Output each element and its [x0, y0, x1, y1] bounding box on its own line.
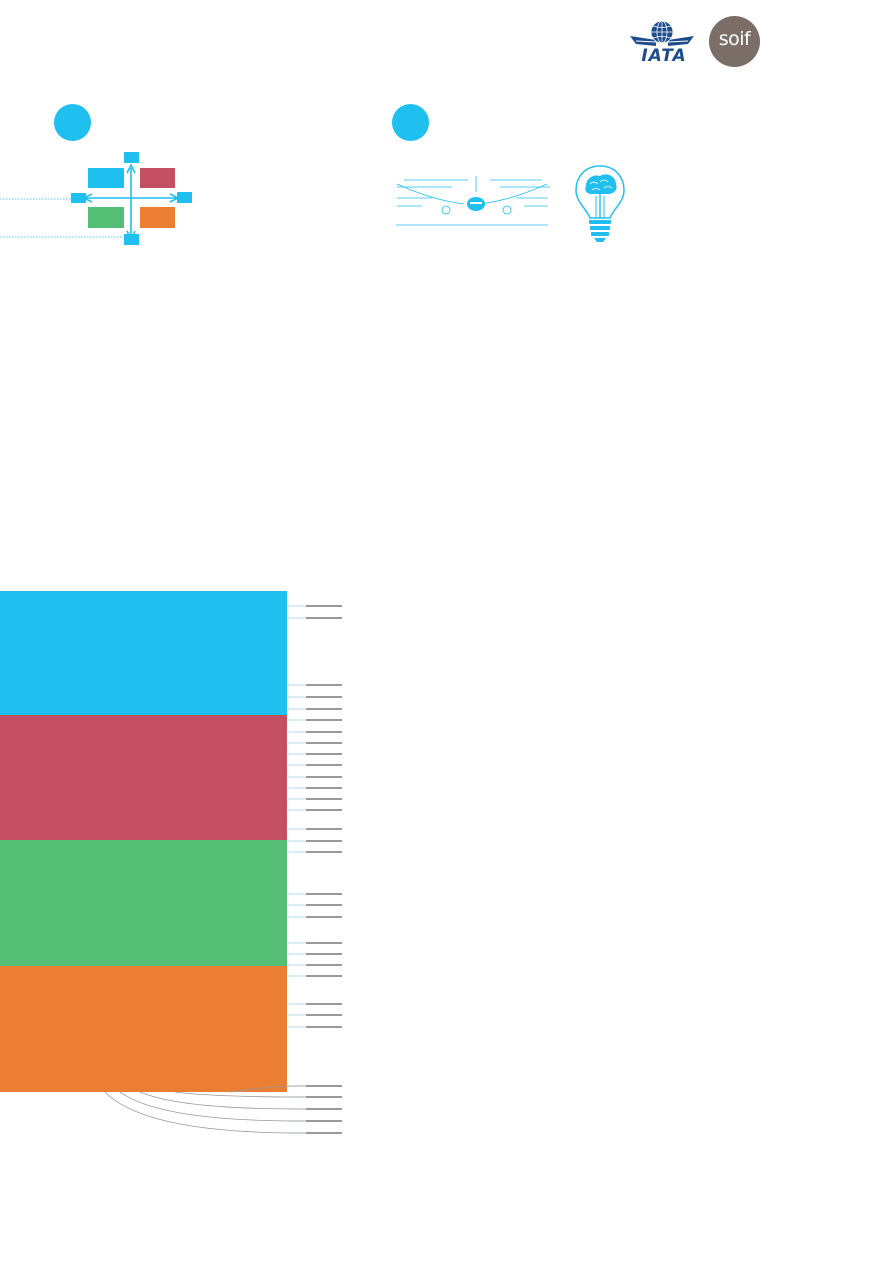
leader-lines [288, 605, 342, 1134]
band-green [0, 840, 287, 966]
soif-logo: soif [709, 16, 760, 67]
airplane-icon [396, 176, 550, 226]
category-bands [0, 591, 287, 1092]
matrix-quadrant-icon [0, 152, 192, 245]
lightbulb-brain-icon [575, 165, 625, 242]
section-2-number-circle [392, 104, 429, 141]
connector-curve [119, 1091, 306, 1122]
iata-logo-text: IATA [641, 46, 687, 66]
iata-globe-icon [630, 20, 694, 46]
band-orange [0, 966, 287, 1092]
section-1-number-circle [54, 104, 91, 141]
connector-curve [139, 1091, 306, 1110]
band-blue [0, 591, 287, 715]
connector-curve [104, 1091, 306, 1134]
category-band-diagram [0, 591, 342, 1134]
connector-curve [174, 1091, 306, 1098]
connector-curves [104, 1085, 306, 1134]
connector-curve [229, 1085, 306, 1093]
band-red [0, 715, 287, 840]
